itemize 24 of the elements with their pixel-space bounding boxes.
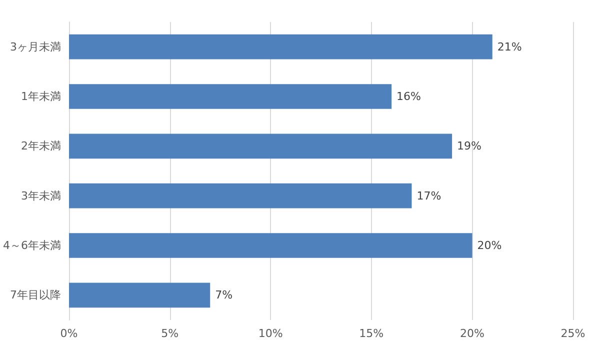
y-tick-label: 4～6年未満 xyxy=(2,239,61,252)
bar xyxy=(68,134,452,159)
y-tick-label: 7年目以降 xyxy=(10,288,61,302)
y-tick-label: 1年未満 xyxy=(20,90,61,103)
x-tick-label: 20% xyxy=(460,327,484,340)
data-label: 19% xyxy=(457,140,482,153)
bar xyxy=(68,282,210,308)
data-label: 21% xyxy=(497,40,522,54)
x-tick-label: 25% xyxy=(560,327,586,340)
y-tick-label: 3ヶ月未満 xyxy=(10,40,61,54)
x-tick-label: 5% xyxy=(161,327,179,340)
x-tick-label: 0% xyxy=(60,327,78,340)
data-label: 7% xyxy=(215,288,233,302)
data-label: 17% xyxy=(416,189,442,202)
bar xyxy=(68,233,472,258)
y-tick-label: 2年未満 xyxy=(20,140,61,153)
y-tick-label: 3年未満 xyxy=(20,189,61,202)
data-label: 16% xyxy=(396,90,422,103)
bar xyxy=(68,84,392,109)
data-label: 20% xyxy=(477,239,502,252)
x-tick-label: 10% xyxy=(258,327,283,340)
bar xyxy=(68,34,492,60)
bar xyxy=(68,183,412,208)
x-tick-label: 15% xyxy=(359,327,384,340)
